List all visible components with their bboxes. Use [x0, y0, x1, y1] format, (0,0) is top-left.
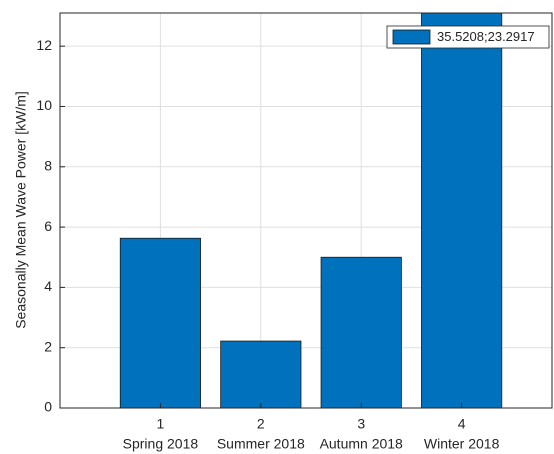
axes-box — [59, 12, 553, 409]
y-tick-label: 2 — [44, 338, 52, 354]
y-tick-label: 12 — [36, 37, 52, 53]
legend-label: 35.5208;23.2917 — [437, 29, 535, 44]
x-tick-label: 1 — [157, 416, 165, 432]
y-axis-label: Seasonally Mean Wave Power [kW/m] — [13, 91, 29, 329]
y-tick-label: 8 — [44, 157, 52, 173]
category-label: Autumn 2018 — [320, 436, 403, 452]
bar — [421, 13, 503, 408]
bar — [119, 237, 201, 408]
y-tick-label: 0 — [44, 399, 52, 415]
bar — [220, 340, 302, 408]
x-tick-label: 2 — [257, 416, 265, 432]
bar — [320, 256, 402, 408]
category-label: Winter 2018 — [424, 436, 500, 452]
x-tick-label: 4 — [458, 416, 466, 432]
x-tick-label: 3 — [357, 416, 365, 432]
category-label: Summer 2018 — [217, 436, 305, 452]
y-tick-label: 10 — [36, 97, 52, 113]
y-tick-label: 6 — [44, 218, 52, 234]
category-label: Spring 2018 — [123, 436, 199, 452]
y-tick-label: 4 — [44, 278, 52, 294]
legend-swatch — [392, 29, 431, 45]
